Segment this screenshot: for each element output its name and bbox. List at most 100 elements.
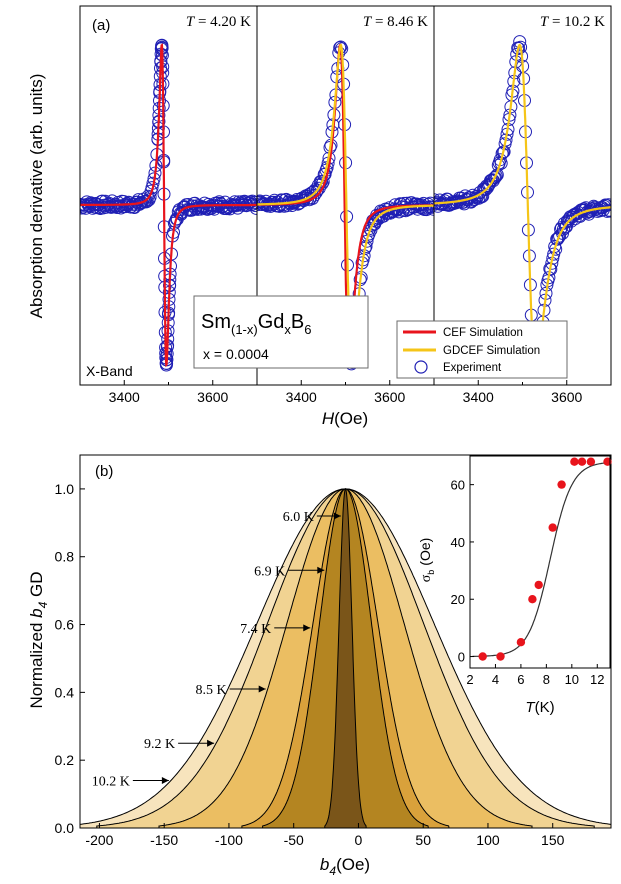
svg-text:Sm(1-x)GdxB6: Sm(1-x)GdxB6 xyxy=(201,311,311,337)
inset-x-tick-label: 4 xyxy=(492,672,499,687)
experiment-point xyxy=(425,200,434,214)
y-tick-label-b: 1.0 xyxy=(55,481,75,497)
experiment-point xyxy=(556,226,569,240)
experiment-point xyxy=(602,203,611,217)
arrow-head xyxy=(333,512,341,520)
inset-x-tick-label: 6 xyxy=(517,672,524,687)
experiment-point xyxy=(603,204,611,218)
panel-a: T = 4.20 K T = 8.46 K T = 10.2 K 3400 3600 3… xyxy=(27,5,612,428)
inset-y-tick-label: 60 xyxy=(451,478,465,493)
subpanel-2: T = 8.46 K xyxy=(257,14,434,371)
experiment-point xyxy=(512,42,526,55)
compound-box: Sm(1-x)GdxB6 x = 0.0004 xyxy=(193,295,369,369)
temperature-curve-label: 6.0 K xyxy=(283,510,314,525)
panel-b-label: (b) xyxy=(95,463,113,480)
gdcef-simulation-line xyxy=(257,43,434,367)
x-tick-label-b: 100 xyxy=(476,832,500,848)
x-tick-label-b: 50 xyxy=(415,832,431,848)
x-tick-label-a: 3600 xyxy=(374,389,405,405)
temperature-curve-label: 6.9 K xyxy=(254,564,285,579)
experiment-point xyxy=(247,195,257,209)
experiment-point xyxy=(423,196,434,210)
x-tick-label-b: -150 xyxy=(150,832,178,848)
band-label: X-Band xyxy=(86,363,133,379)
inset-x-tick-label: 12 xyxy=(590,672,604,687)
inset-data-point xyxy=(577,457,587,466)
x-tick-label-a: 3600 xyxy=(551,389,582,405)
legend-experiment: Experiment xyxy=(443,362,502,374)
experiment-point xyxy=(601,198,611,212)
arrow-head xyxy=(303,624,311,632)
temperature-curve-label: 8.5 K xyxy=(196,683,227,698)
panel-b: -200 -150 -100 -50 0 50 100 1500.00.20.40.60.81… xyxy=(27,454,612,878)
x-tick-label-a: 3400 xyxy=(109,389,140,405)
legend-cef: CEF Simulation xyxy=(443,327,523,339)
svg-text:x = 0.0004: x = 0.0004 xyxy=(203,346,269,362)
inset-data-point xyxy=(557,480,566,489)
y-tick-label-b: 0.8 xyxy=(55,549,75,565)
inset-x-tick-label: 8 xyxy=(543,672,550,687)
panel-b-frame xyxy=(79,454,612,829)
temperature-curve-label: 7.4 K xyxy=(240,622,271,637)
x-axis-label-a: H(Oe) xyxy=(322,409,368,428)
x-tick-label-a: 3400 xyxy=(286,389,317,405)
inset-fit-line xyxy=(472,461,610,657)
inset-data-point xyxy=(534,580,543,590)
inset-x-tick-label: 2 xyxy=(466,672,473,687)
x-tick-label-b: 0 xyxy=(355,832,363,848)
inset-data-point xyxy=(570,457,579,466)
arrow-head xyxy=(258,685,266,693)
inset-data-point xyxy=(528,595,537,604)
arrow-head xyxy=(207,739,215,747)
temperature-label: T = 10.2 K xyxy=(540,14,605,30)
temperature-label: T = 4.20 K xyxy=(186,14,251,30)
inset-data-point xyxy=(496,652,505,661)
experiment-point xyxy=(249,201,257,215)
cef-simulation-line xyxy=(80,43,257,368)
y-tick-label-b: 0.0 xyxy=(55,820,75,836)
arrow-head xyxy=(161,777,169,785)
x-tick-label-b: 150 xyxy=(541,832,565,848)
arrow-head xyxy=(317,566,325,574)
experiment-point xyxy=(426,202,434,216)
inset-data-point xyxy=(478,652,487,661)
legend-gdcef: GDCEF Simulation xyxy=(443,345,540,357)
inset-x-tick-label: 10 xyxy=(565,672,579,687)
x-tick-label-a: 3400 xyxy=(463,389,494,405)
experiment-point xyxy=(488,170,502,184)
distribution-curve xyxy=(324,488,367,828)
experiment-point xyxy=(245,194,257,208)
inset-background xyxy=(470,456,610,668)
experiment-point xyxy=(489,169,503,183)
experiment-point xyxy=(143,190,157,204)
x-tick-label-a: 3600 xyxy=(197,389,228,405)
inset-y-label: σb(Oe) xyxy=(417,538,436,583)
x-tick-label-b: -50 xyxy=(284,832,304,848)
y-tick-label-b: 0.6 xyxy=(55,617,75,633)
inset-frame xyxy=(469,455,611,669)
y-axis-label-a: Absorption derivative (arb. units) xyxy=(27,74,46,319)
inset-chart: 2 4 6 8 10 12 0 20 40 60 T(K) σb(Oe) xyxy=(417,455,612,716)
y-axis-label-b: Normalized b4 GD xyxy=(27,571,50,708)
experiment-point xyxy=(557,222,570,236)
x-tick-label-b: -100 xyxy=(215,832,243,848)
inset-y-tick-label: 40 xyxy=(451,535,465,550)
gdcef-simulation-line xyxy=(434,43,611,367)
experiment-point xyxy=(553,229,567,243)
inset-data-point xyxy=(548,523,557,532)
experiment-point xyxy=(485,173,499,187)
experiment-point xyxy=(562,212,576,225)
legend: CEF Simulation GDCEF Simulation Experime… xyxy=(396,320,568,379)
inset-y-tick-label: 20 xyxy=(451,592,465,607)
x-tick-label-b: -200 xyxy=(85,832,113,848)
experiment-point xyxy=(170,212,184,226)
inset-x-label: T(K) xyxy=(525,699,554,716)
y-tick-label-b: 0.4 xyxy=(55,684,75,700)
inset-data-point xyxy=(586,457,596,466)
experiment-point xyxy=(421,197,434,211)
experiment-point xyxy=(85,197,99,211)
inset-data-point xyxy=(516,638,526,647)
panel-a-label: (a) xyxy=(92,17,110,34)
subpanel-3: T = 10.2 K xyxy=(434,14,611,373)
